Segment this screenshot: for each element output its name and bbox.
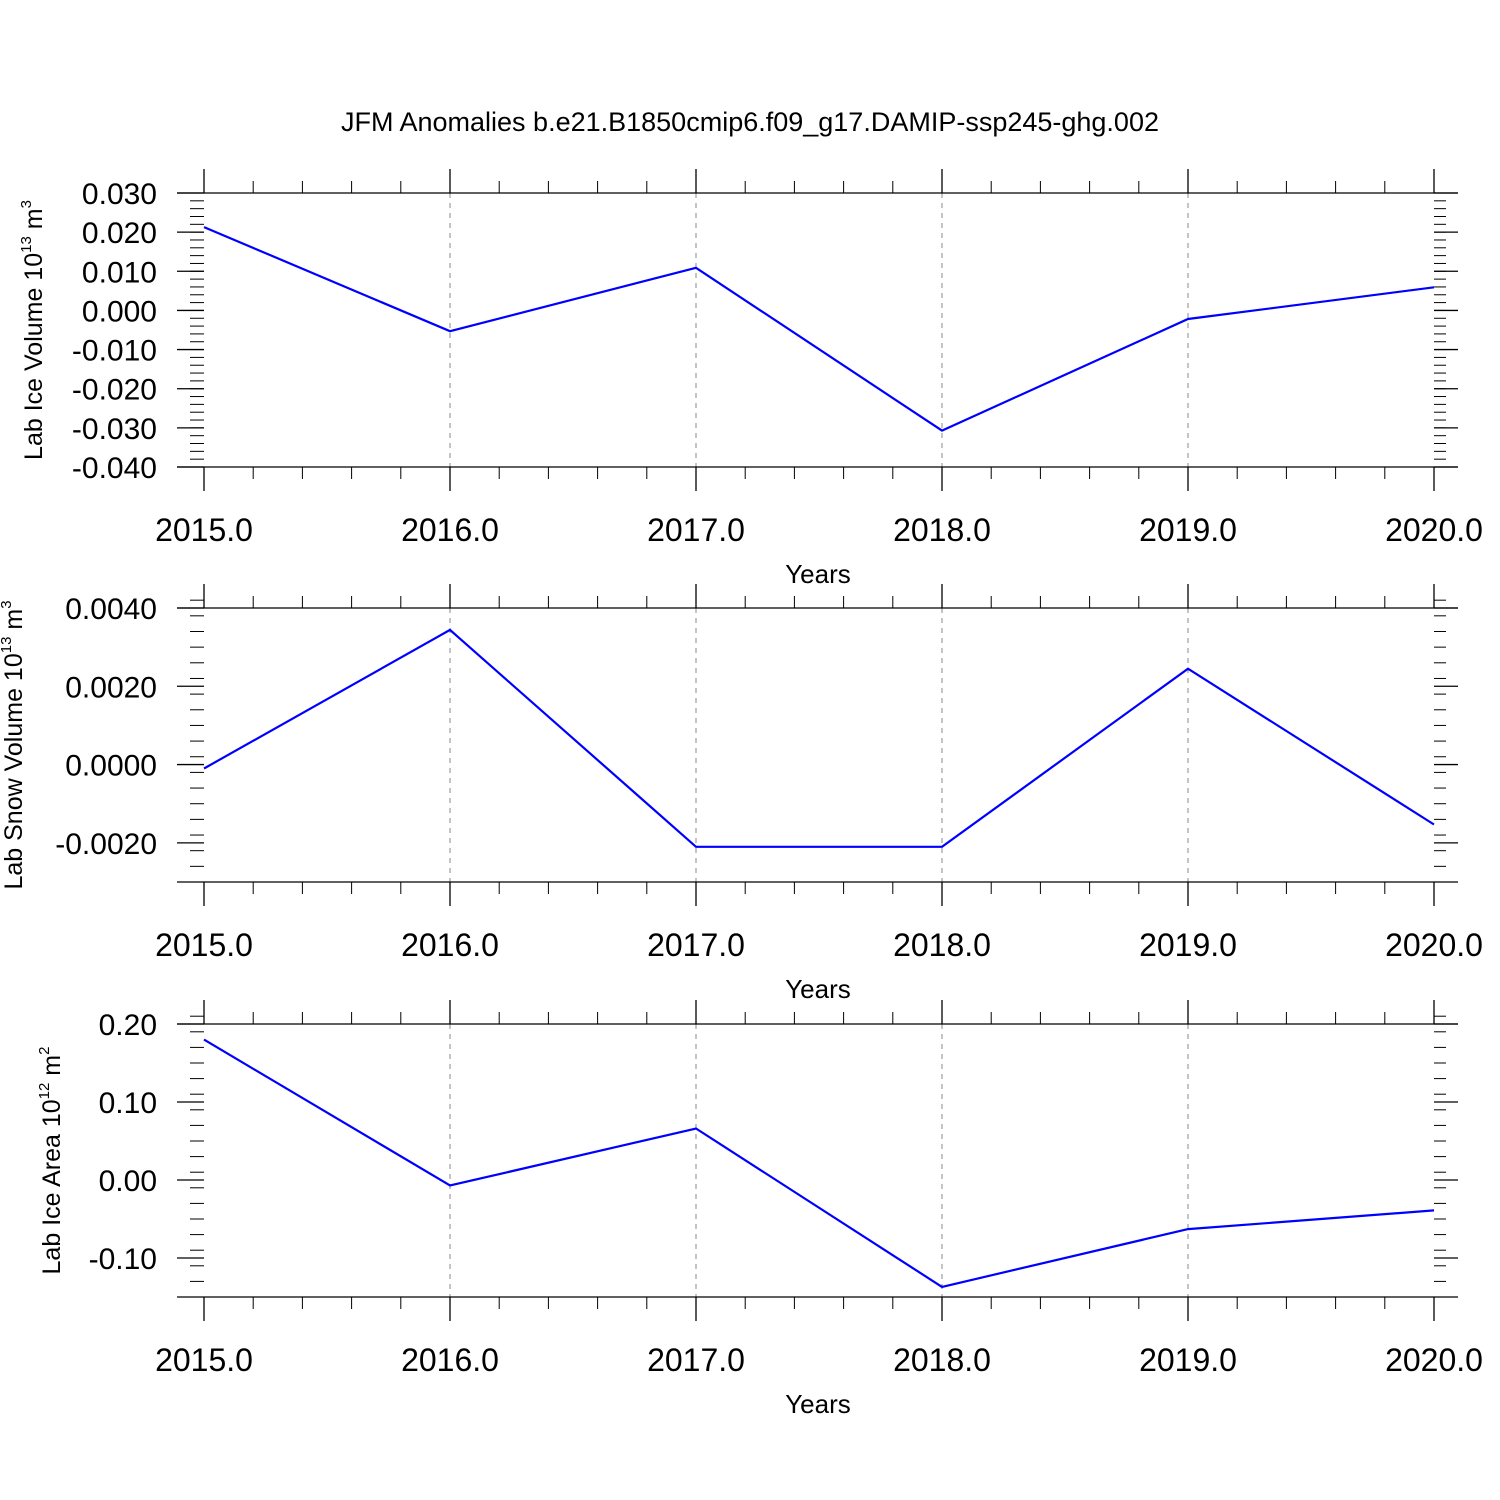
y-tick-label: 0.010 — [82, 256, 157, 289]
y-tick-label: -0.0020 — [55, 828, 157, 861]
y-axis-label-unit: m — [20, 208, 48, 236]
y-axis-label-text: Lab Ice Volume 10 — [20, 253, 48, 460]
x-tick-label: 2016.0 — [401, 1342, 499, 1378]
x-tick-label: 2019.0 — [1139, 512, 1237, 548]
series-line — [203, 628, 1435, 848]
y-axis-label-text: Lab Snow Volume 10 — [0, 653, 28, 889]
x-tick-label: 2017.0 — [647, 512, 745, 548]
y-tick-label: 0.0040 — [65, 593, 157, 626]
x-tick-label: 2017.0 — [647, 927, 745, 963]
x-tick-label: 2016.0 — [401, 927, 499, 963]
y-axis-label-unit: m — [38, 1055, 66, 1083]
y-axis-label-exponent: 12 — [36, 1083, 53, 1100]
series-line — [203, 1038, 1435, 1289]
x-tick-label: 2020.0 — [1385, 512, 1483, 548]
x-axis-label: Years — [785, 1389, 851, 1419]
y-axis-label: Lab Ice Area 1012 m2 — [36, 1047, 66, 1275]
y-axis-label-text: Lab Ice Area 10 — [38, 1099, 66, 1274]
y-tick-label: -0.040 — [72, 452, 157, 485]
x-tick-label: 2019.0 — [1139, 927, 1237, 963]
x-tick-label: 2015.0 — [155, 927, 253, 963]
series-line — [203, 226, 1435, 432]
x-tick-label: 2018.0 — [893, 1342, 991, 1378]
y-axis-label-exponent: 13 — [0, 637, 15, 654]
chart-title: JFM Anomalies b.e21.B1850cmip6.f09_g17.D… — [341, 107, 1159, 137]
x-tick-label: 2016.0 — [401, 512, 499, 548]
y-axis-label: Lab Ice Volume 1013 m3 — [18, 200, 48, 460]
y-tick-label: 0.10 — [99, 1087, 157, 1120]
x-tick-label: 2019.0 — [1139, 1342, 1237, 1378]
y-tick-label: 0.0020 — [65, 671, 157, 704]
x-tick-label: 2018.0 — [893, 927, 991, 963]
x-tick-label: 2020.0 — [1385, 1342, 1483, 1378]
x-axis-label: Years — [785, 559, 851, 589]
y-tick-label: -0.030 — [72, 413, 157, 446]
panel-1: 2015.0 2016.0 2017.0 2018.0 2019.0 2020.0 Year… — [18, 169, 1483, 589]
y-axis-label-unit-exponent: 3 — [0, 600, 15, 608]
y-tick-label: 0.030 — [82, 178, 157, 211]
y-tick-label: -0.10 — [89, 1243, 157, 1276]
y-tick-label: 0.020 — [82, 217, 157, 250]
y-axis-label-exponent: 13 — [18, 236, 35, 253]
y-tick-label: 0.0000 — [65, 750, 157, 783]
y-axis-label: Lab Snow Volume 1013 m3 — [0, 600, 28, 889]
panel-3: 2015.0 2016.0 2017.0 2018.0 2019.0 2020.0 Year… — [36, 1000, 1483, 1419]
y-tick-label: -0.020 — [72, 374, 157, 407]
panels: 2015.0 2016.0 2017.0 2018.0 2019.0 2020.0 Year… — [0, 169, 1483, 1419]
x-axis-label: Years — [785, 974, 851, 1004]
y-tick-label: 0.000 — [82, 295, 157, 328]
x-tick-label: 2018.0 — [893, 512, 991, 548]
x-tick-label: 2015.0 — [155, 1342, 253, 1378]
y-tick-label: 0.20 — [99, 1009, 157, 1042]
y-tick-label: 0.00 — [99, 1165, 157, 1198]
x-tick-label: 2017.0 — [647, 1342, 745, 1378]
y-axis-label-unit: m — [0, 609, 28, 637]
panel-2: 2015.0 2016.0 2017.0 2018.0 2019.0 2020.0 Year… — [0, 584, 1483, 1004]
x-tick-label: 2020.0 — [1385, 927, 1483, 963]
y-axis-label-unit-exponent: 3 — [18, 200, 35, 208]
y-axis-label-unit-exponent: 2 — [36, 1047, 53, 1055]
x-tick-label: 2015.0 — [155, 512, 253, 548]
y-tick-label: -0.010 — [72, 335, 157, 368]
